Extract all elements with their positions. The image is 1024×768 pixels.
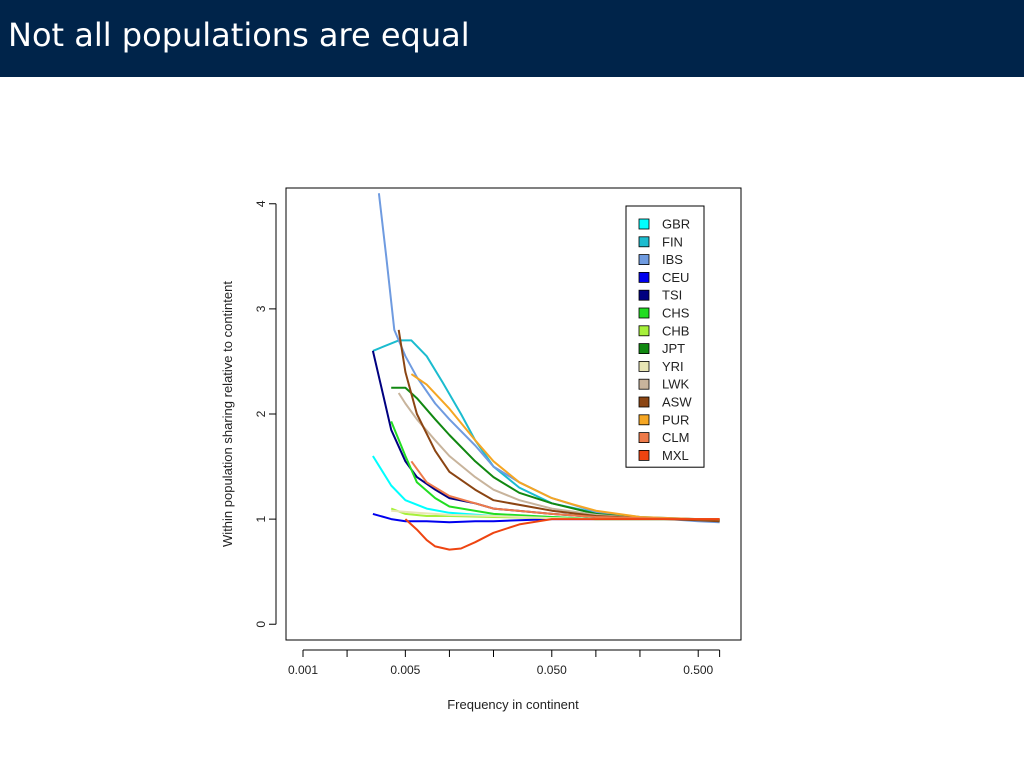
legend-label: TSI — [662, 288, 682, 303]
legend-label: CHS — [662, 306, 690, 321]
slide-title: Not all populations are equal — [8, 16, 470, 54]
legend-swatch — [638, 307, 650, 319]
legend-swatch — [638, 236, 650, 248]
x-tick-label: 0.001 — [288, 663, 318, 677]
legend-swatch — [638, 414, 650, 426]
x-tick-label: 0.500 — [683, 663, 713, 677]
legend-swatch — [638, 271, 650, 283]
legend-label: GBR — [662, 217, 690, 232]
legend-label: CLM — [662, 430, 689, 445]
legend-swatch — [638, 343, 650, 355]
y-tick-label: 1 — [254, 515, 268, 522]
legend-label: ASW — [662, 395, 692, 410]
y-tick-label: 4 — [254, 200, 268, 207]
legend-label: IBS — [662, 252, 683, 267]
legend-label: PUR — [662, 412, 689, 427]
legend: GBR FIN IBS CEU TSI CHS CHB JPT YRI LWK ASW PUR CLM M… — [625, 205, 705, 468]
y-tick-label: 0 — [254, 621, 268, 628]
legend-swatch — [638, 378, 650, 390]
y-tick-label: 3 — [254, 305, 268, 312]
legend-swatch — [638, 449, 650, 461]
legend-label: FIN — [662, 234, 683, 249]
legend-label: LWK — [662, 377, 690, 392]
series-layer — [371, 193, 720, 551]
legend-swatch — [638, 396, 650, 408]
title-bar — [0, 0, 1024, 77]
legend-label: CEU — [662, 270, 689, 285]
legend-swatch — [638, 432, 650, 444]
y-axis: 0 1 2 3 4 — [254, 200, 277, 628]
legend-swatch — [638, 218, 650, 230]
legend-swatch — [638, 360, 650, 372]
legend-label: YRI — [662, 359, 684, 374]
plot-frame — [285, 187, 742, 641]
legend-label: CHB — [662, 323, 689, 338]
series-line-mxl — [404, 518, 720, 551]
legend-swatch — [638, 289, 650, 301]
y-tick-label: 2 — [254, 410, 268, 417]
legend-label: JPT — [662, 341, 685, 356]
x-tick-label: 0.005 — [390, 663, 420, 677]
y-axis-label: Within population sharing relative to co… — [220, 281, 235, 547]
x-tick-label: 0.050 — [537, 663, 567, 677]
x-axis: 0.001 0.005 0.050 0.500 — [288, 649, 721, 677]
legend-label: MXL — [662, 448, 689, 463]
legend-swatch — [638, 254, 650, 266]
x-axis-label: Frequency in continent — [447, 697, 579, 712]
legend-swatch — [638, 325, 650, 337]
